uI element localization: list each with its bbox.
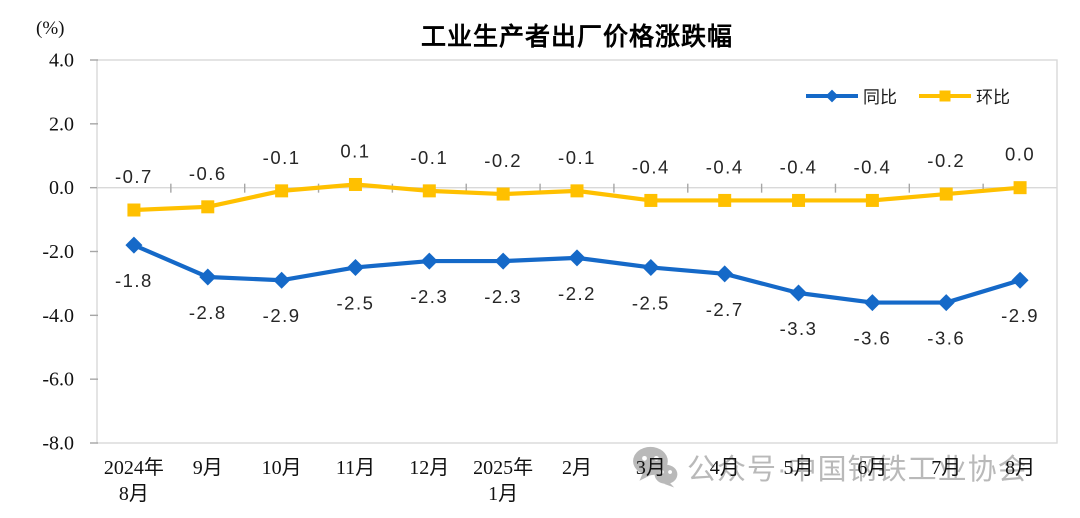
y-axis-label: 2.0 <box>49 113 74 135</box>
data-label: -0.1 <box>263 147 301 168</box>
legend-swatch-huanbi <box>919 87 971 105</box>
data-label: -3.6 <box>853 328 891 349</box>
diamond-marker-icon <box>346 258 364 276</box>
watermark-text: 公众号·中国钢铁工业协会 <box>687 454 1028 486</box>
data-label: -2.5 <box>337 292 375 313</box>
square-marker-icon <box>127 203 141 217</box>
diamond-marker-icon <box>716 265 734 283</box>
diamond-marker-icon <box>420 252 438 270</box>
diamond-marker-icon <box>1011 271 1029 289</box>
y-axis-label: -4.0 <box>42 305 74 327</box>
data-label: -2.9 <box>1001 305 1039 326</box>
x-axis-label: 12月 <box>409 457 449 479</box>
data-label: -0.1 <box>558 147 596 168</box>
square-marker-icon <box>939 187 953 201</box>
y-axis-label: -2.0 <box>42 241 74 263</box>
wechat-icon <box>633 446 678 488</box>
legend: 同比 环比 <box>806 83 1010 108</box>
square-marker-icon <box>570 184 584 198</box>
chart-title: 工业生产者出厂价格涨跌幅 <box>420 23 733 51</box>
square-marker-icon <box>792 193 806 207</box>
square-marker-icon <box>496 187 510 201</box>
x-axis-label: 2月 <box>562 457 592 479</box>
data-label: -1.8 <box>115 270 153 291</box>
data-label: -0.2 <box>927 150 965 171</box>
square-marker-icon <box>718 193 732 207</box>
x-axis-label: 9月 <box>193 457 223 479</box>
data-label: -2.2 <box>558 283 596 304</box>
data-label: -2.3 <box>484 286 522 307</box>
data-label: -3.6 <box>927 328 965 349</box>
x-axis-label: 4月 <box>710 457 740 479</box>
diamond-marker-icon <box>642 258 660 276</box>
diamond-marker-icon <box>863 294 881 312</box>
diamond-marker-icon <box>199 268 217 286</box>
x-axis-label: 8月 <box>1005 457 1035 479</box>
data-label: -0.4 <box>706 156 744 177</box>
legend-swatch-tongbi <box>806 87 858 105</box>
legend-item-tongbi: 同比 <box>806 83 897 108</box>
data-label: -2.7 <box>706 299 744 320</box>
x-axis-label: 5月 <box>784 457 814 479</box>
data-label: -2.9 <box>263 305 301 326</box>
data-label: 0.1 <box>340 140 370 161</box>
data-label: -0.2 <box>484 150 522 171</box>
legend-label-tongbi: 同比 <box>863 88 897 107</box>
x-axis-sublabel: 1月 <box>488 483 518 505</box>
legend-item-huanbi: 环比 <box>919 83 1010 108</box>
x-axis-label: 11月 <box>336 457 375 479</box>
diamond-marker-icon <box>273 271 291 289</box>
data-label: -0.6 <box>189 163 227 184</box>
y-axis-unit-label: (%) <box>36 18 65 39</box>
diamond-marker-icon <box>568 249 586 267</box>
square-marker-icon <box>1013 181 1027 195</box>
y-axis-label: 4.0 <box>49 50 74 72</box>
y-axis-label: -6.0 <box>42 369 74 391</box>
x-axis-label: 7月 <box>931 457 961 479</box>
data-label: -0.1 <box>410 147 448 168</box>
diamond-marker-icon <box>937 294 955 312</box>
data-label: 0.0 <box>1005 144 1035 165</box>
legend-label-huanbi: 环比 <box>976 88 1010 107</box>
data-label: -3.3 <box>780 318 818 339</box>
data-label: -0.7 <box>115 166 153 187</box>
data-label: -0.4 <box>780 156 818 177</box>
diamond-marker-icon <box>825 89 839 102</box>
square-marker-icon <box>865 193 879 207</box>
x-axis-label: 10月 <box>262 457 302 479</box>
data-label: -0.4 <box>632 156 670 177</box>
x-axis-label: 2024年 <box>104 456 164 479</box>
diamond-marker-icon <box>494 252 512 270</box>
x-axis-label: 2025年 <box>473 456 533 479</box>
data-label: -2.3 <box>410 286 448 307</box>
square-marker-icon <box>201 200 215 214</box>
x-axis-label: 6月 <box>857 457 887 479</box>
x-axis-sublabel: 8月 <box>119 483 149 505</box>
data-label: -2.8 <box>189 302 227 323</box>
square-marker-icon <box>348 177 362 191</box>
diamond-marker-icon <box>125 236 143 254</box>
square-marker-icon <box>422 184 436 198</box>
data-label: -2.5 <box>632 292 670 313</box>
x-axis-label: 3月 <box>636 457 666 479</box>
square-marker-icon <box>939 90 951 101</box>
data-label: -0.4 <box>853 156 891 177</box>
y-axis-label: 0.0 <box>49 177 74 199</box>
square-marker-icon <box>644 193 658 207</box>
watermark: 公众号·中国钢铁工业协会 <box>632 446 1028 488</box>
y-axis-label: -8.0 <box>42 433 74 455</box>
square-marker-icon <box>275 184 289 198</box>
diamond-marker-icon <box>790 284 808 302</box>
